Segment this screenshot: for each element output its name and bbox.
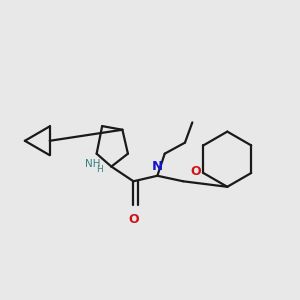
Text: N: N [152,160,163,173]
Text: O: O [190,165,201,178]
Text: H: H [96,165,103,174]
Text: O: O [128,213,139,226]
Text: NH: NH [85,159,101,169]
